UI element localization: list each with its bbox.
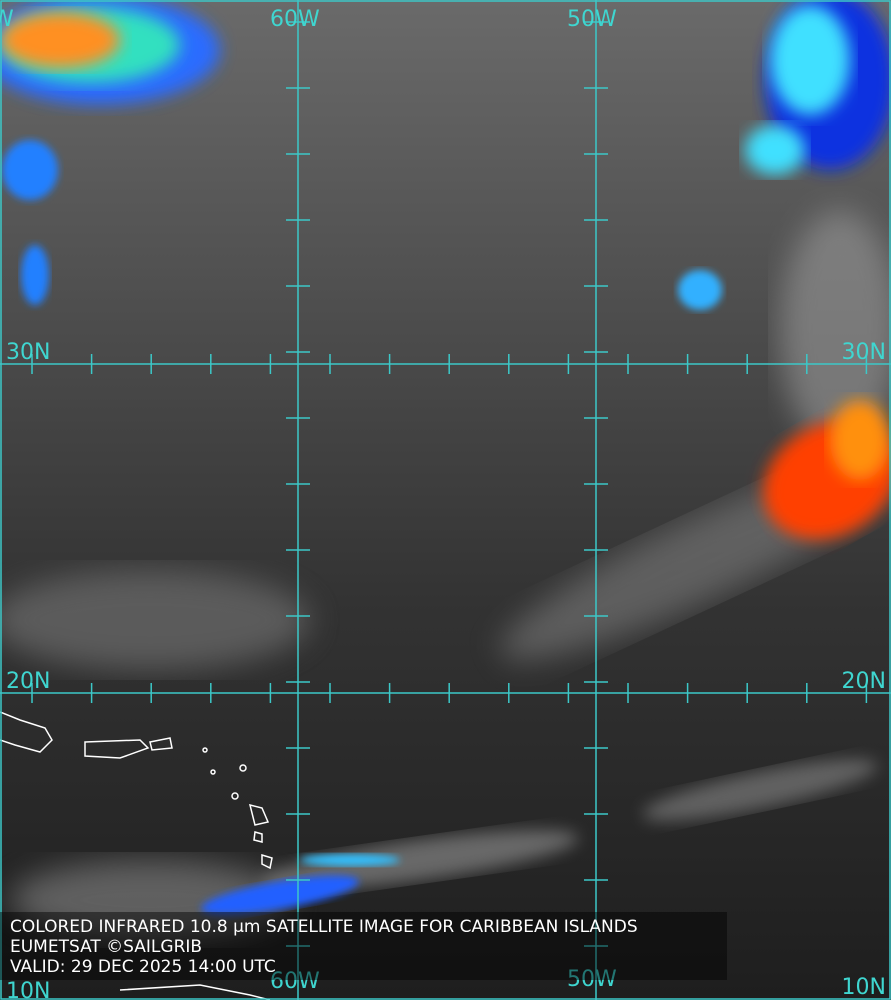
right-label: 30N — [842, 340, 886, 365]
top-label: 60W — [270, 7, 320, 32]
clouds — [0, 0, 891, 940]
bottom-label: 50W — [567, 967, 617, 992]
left-label: 10N — [6, 979, 50, 1000]
caption: COLORED INFRARED 10.8 µm SATELLITE IMAGE… — [10, 917, 638, 977]
grid-labels: W 60W 50W 30N 20N 10N 30N 20N 10N 60W 50… — [0, 7, 886, 1000]
caption-line: VALID: 29 DEC 2025 14:00 UTC — [10, 957, 276, 977]
left-label: 30N — [6, 340, 50, 365]
caption-line: EUMETSAT ©SAILGRIB — [10, 937, 202, 957]
caption-line: COLORED INFRARED 10.8 µm SATELLITE IMAGE… — [10, 917, 638, 937]
top-label: W — [0, 7, 14, 32]
coastlines — [0, 711, 273, 1000]
ticks — [31, 21, 868, 947]
caption-box — [0, 912, 727, 980]
bottom-label: 60W — [270, 969, 320, 994]
top-label: 50W — [567, 7, 617, 32]
right-label: 10N — [842, 975, 886, 1000]
left-label: 20N — [6, 669, 50, 694]
right-label: 20N — [842, 669, 886, 694]
